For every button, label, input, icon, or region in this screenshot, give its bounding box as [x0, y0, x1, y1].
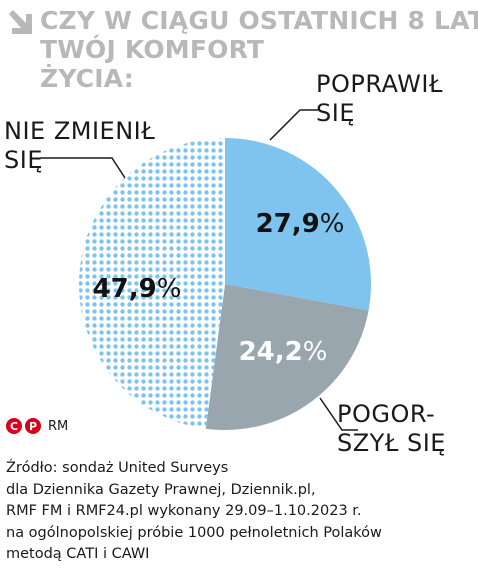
source-line: metodą CATI i CAWI [6, 546, 150, 563]
source-line: na ogólnopolskiej próbie 1000 pełnoletni… [6, 524, 382, 541]
copyright-mark: C P RM [6, 418, 68, 434]
arrow-down-right-icon [9, 10, 32, 34]
slice-value-label: 24,2% [239, 337, 328, 367]
copyright-text: RM [48, 418, 69, 434]
slice-label-line: POPRAWIŁ [316, 70, 443, 98]
leader-line-poprawil [269, 109, 318, 141]
slice-value-label: 27,9% [256, 209, 345, 239]
slice-label-line: SZYŁ SIĘ [337, 429, 446, 457]
slice-label-line: NIE ZMIENIŁ [4, 117, 156, 145]
source-line: RMF FM i RMF24.pl wykonany 29.09–1.10.20… [6, 503, 362, 520]
slice-nie-zmienil [78, 138, 225, 429]
source-line: Źródło: sondaż United Surveys [6, 460, 229, 476]
copyright-c-icon: C [6, 418, 22, 434]
slice-label-pogorszyl: POGOR- SZYŁ SIĘ [337, 400, 446, 458]
title-line: CZY W CIĄGU OSTATNICH 8 LAT [40, 6, 478, 35]
chart-title: CZY W CIĄGU OSTATNICH 8 LAT TWÓJ KOMFORT… [40, 6, 478, 93]
source-note: Źródło: sondaż United Surveys dla Dzienn… [6, 458, 476, 566]
slice-label-poprawil: POPRAWIŁ SIĘ [316, 70, 443, 128]
copyright-p-icon: P [25, 418, 41, 434]
slice-poprawil [225, 138, 371, 311]
slice-label-nie-zmienil: NIE ZMIENIŁ SIĘ [4, 117, 155, 175]
source-line: dla Dziennika Gazety Prawnej, Dziennik.p… [6, 481, 316, 498]
leader-line-pogorszyl [319, 397, 358, 431]
slice-pogorszyl [205, 284, 369, 430]
title-line: TWÓJ KOMFORT [40, 35, 265, 64]
leader-line-nie-zmienil [40, 157, 126, 179]
slice-value-label: 47,9% [93, 274, 182, 304]
title-line: ŻYCIA: [40, 64, 134, 93]
slice-label-line: SIĘ [316, 99, 355, 127]
slice-label-line: SIĘ [4, 146, 43, 174]
slice-label-line: POGOR- [337, 400, 436, 428]
